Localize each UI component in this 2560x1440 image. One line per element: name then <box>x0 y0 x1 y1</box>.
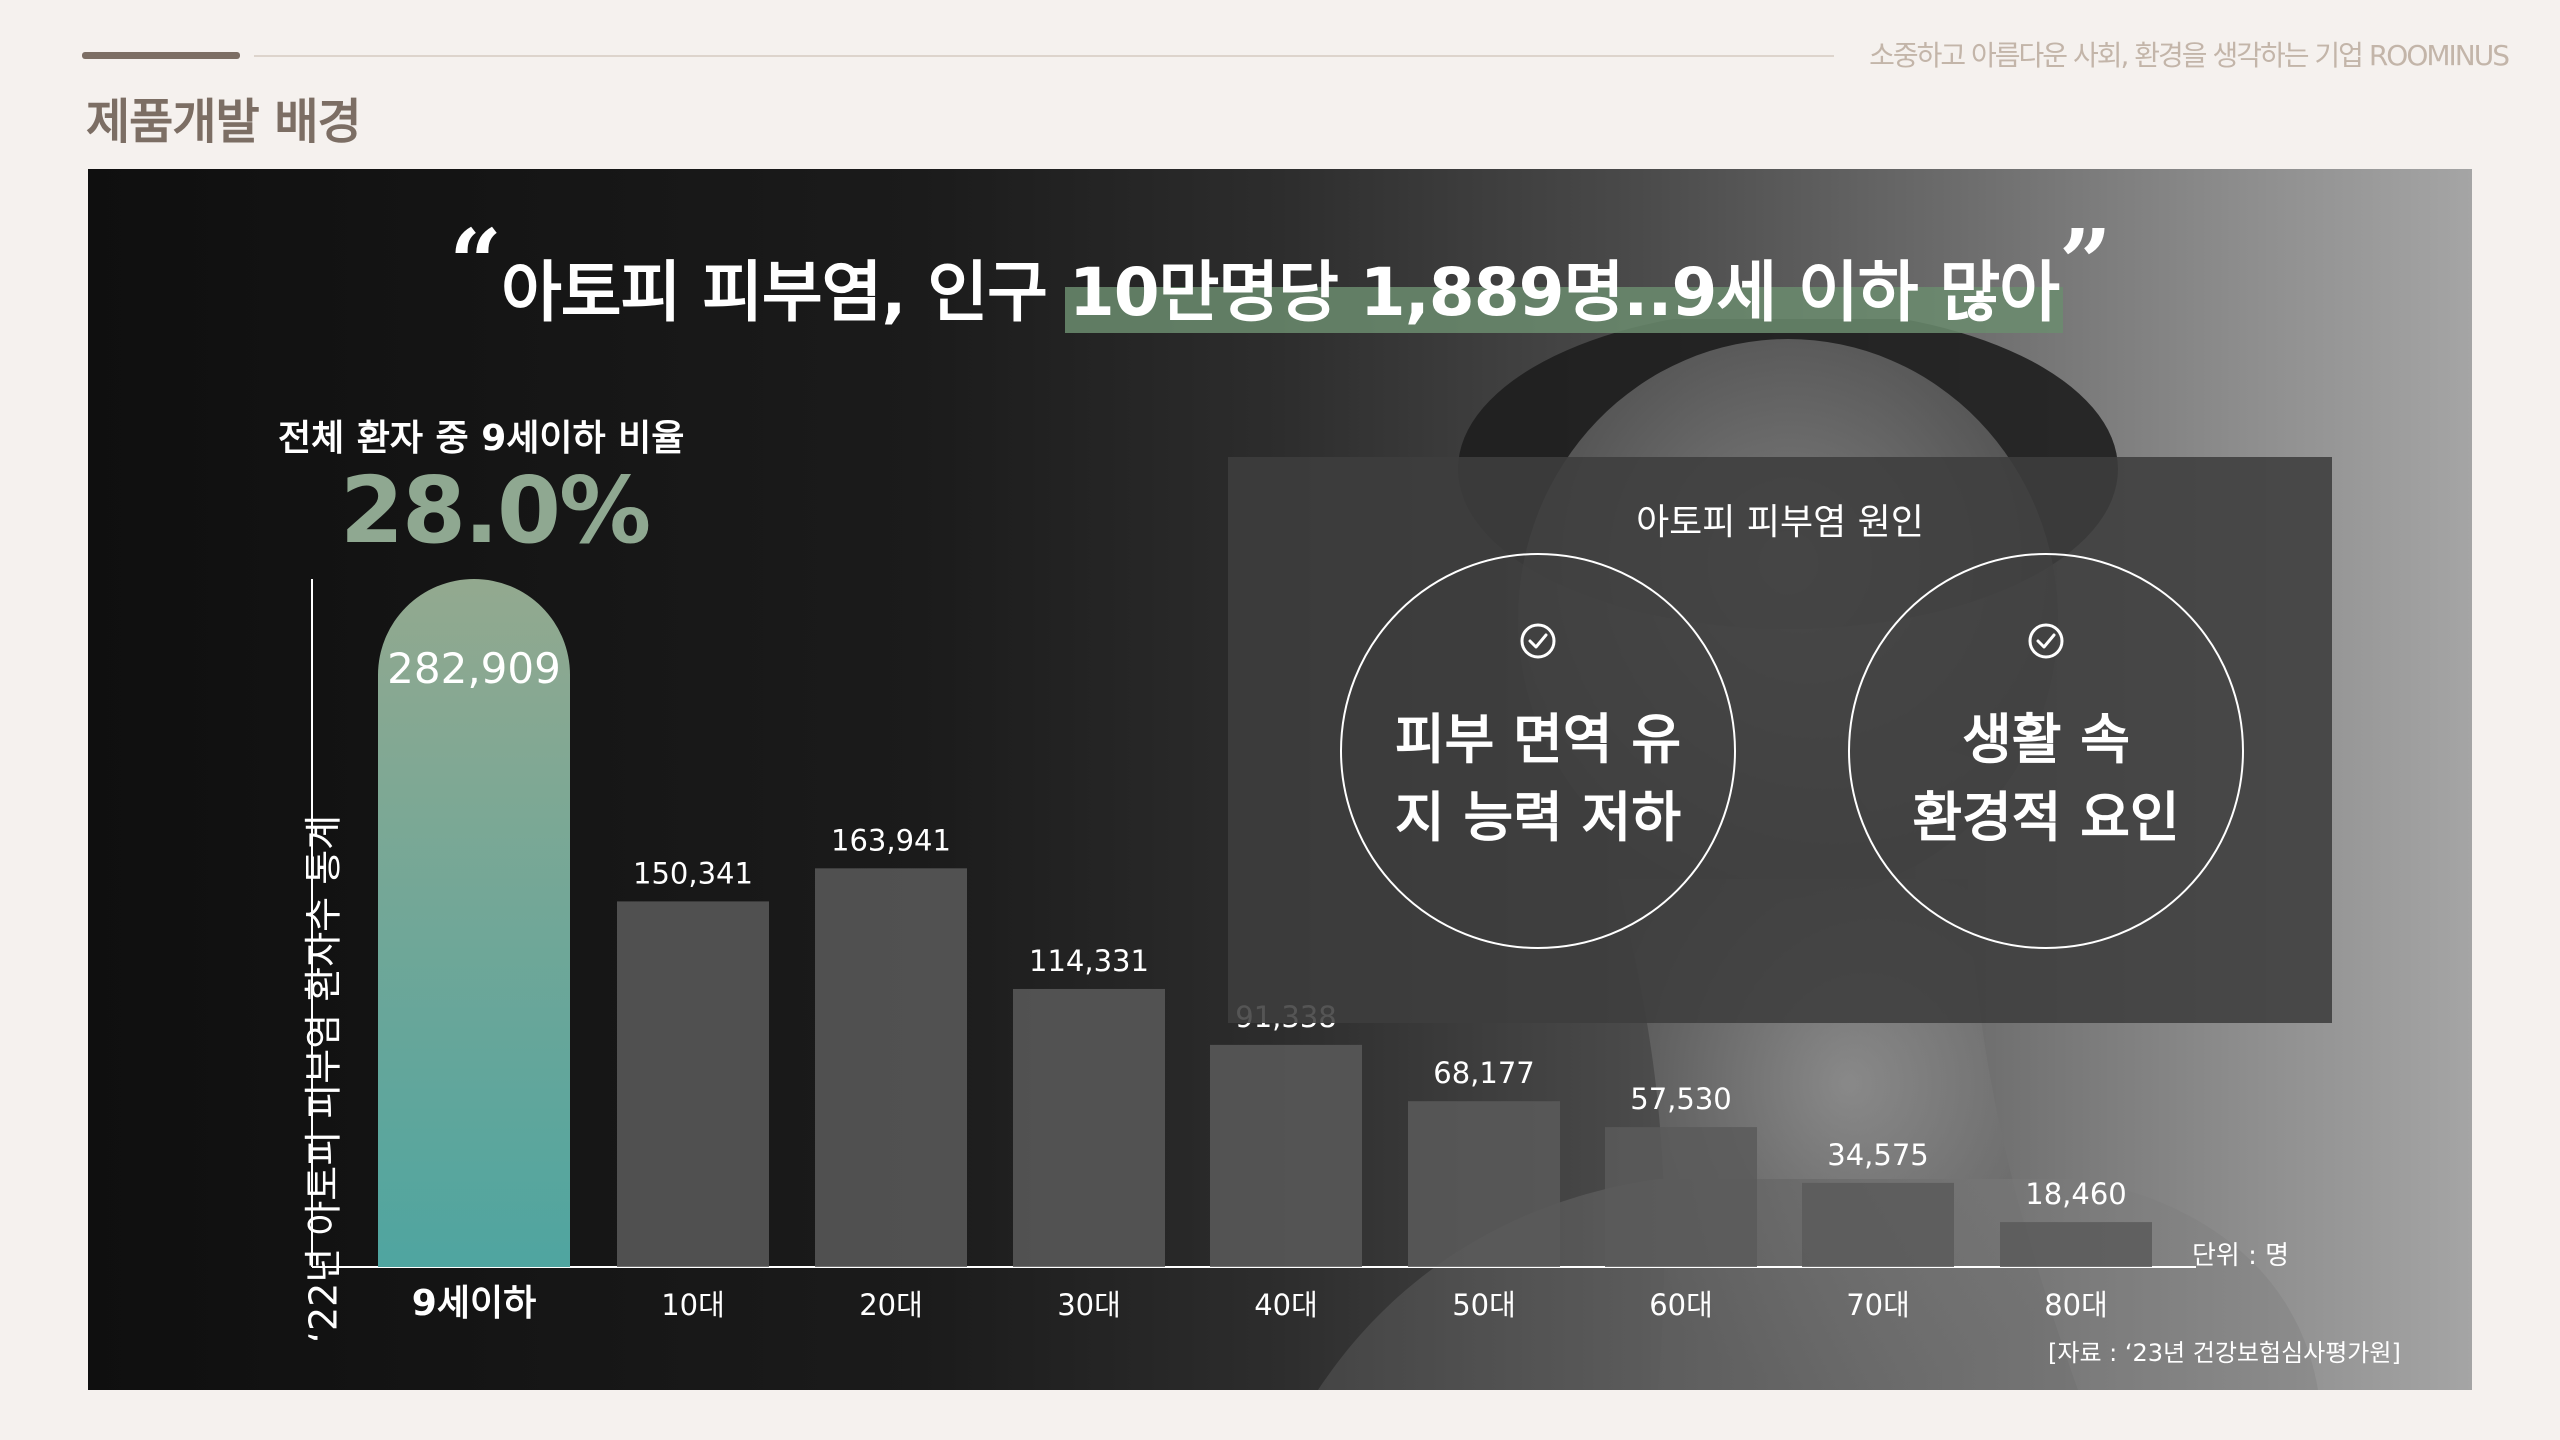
header-accent-line <box>82 52 240 59</box>
bar-10대 <box>617 901 769 1267</box>
category-label: 80대 <box>2044 1288 2108 1322</box>
bar-value-label: 34,575 <box>1827 1138 1928 1172</box>
bar-value-label: 163,941 <box>831 823 951 857</box>
bar-70대 <box>1802 1182 1954 1267</box>
headline: “아토피 피부염, 인구 10만명당 1,889명..9세 이하 많아” <box>88 209 2472 335</box>
source-label: [자료 : ‘23년 건강보험심사평가원] <box>2048 1339 2401 1367</box>
category-label: 50대 <box>1452 1288 1516 1322</box>
bar-value-label: 18,460 <box>2025 1177 2126 1211</box>
open-quote-mark: “ <box>449 209 502 317</box>
bar-30대 <box>1013 988 1165 1267</box>
bar-50대 <box>1408 1101 1560 1267</box>
category-label: 20대 <box>859 1288 923 1322</box>
cause-text: 생활 속 환경적 요인 <box>1890 701 2202 857</box>
bar-20대 <box>815 868 967 1267</box>
bar-60대 <box>1605 1127 1757 1267</box>
page-title: 제품개발 배경 <box>86 94 362 150</box>
category-label: 70대 <box>1846 1288 1910 1322</box>
category-label: 40대 <box>1254 1288 1318 1322</box>
ratio-label: 전체 환자 중 9세이하 비율 <box>278 418 685 459</box>
header-rule <box>254 55 1834 57</box>
bar-value-label: 282,909 <box>387 644 561 693</box>
bar-80대 <box>2000 1222 2152 1267</box>
bar-40대 <box>1210 1044 1362 1267</box>
headline-text: 아토피 피부염, 인구 <box>501 254 1069 331</box>
cause-text-line: 생활 속 <box>1962 708 2130 771</box>
bar-value-label: 114,331 <box>1029 944 1149 978</box>
company-tagline: 소중하고 아름다운 사회, 환경을 생각하는 기업 ROOMINUS <box>1869 39 2510 72</box>
headline-highlight: 10만명당 1,889명..9세 이하 많아 <box>1064 239 2064 335</box>
category-label: 60대 <box>1649 1288 1713 1322</box>
cause-circle-environment: 생활 속 환경적 요인 <box>1848 553 2244 949</box>
cause-title: 아토피 피부염 원인 <box>1636 502 1924 543</box>
category-label: 30대 <box>1057 1288 1121 1322</box>
content-panel: “아토피 피부염, 인구 10만명당 1,889명..9세 이하 많아” 전체 … <box>88 169 2472 1390</box>
bar-chart: 282,909 9세이하 150,341 10대 163,941 20대 114,331 30… <box>311 579 2196 1324</box>
bar-9세이하 <box>378 579 570 1267</box>
bar-value-label: 57,530 <box>1630 1082 1731 1116</box>
cause-text-line: 환경적 요인 <box>1912 786 2180 849</box>
check-circle-icon <box>2028 623 2064 659</box>
headline-highlight-text: 10만명당 1,889명..9세 이하 많아 <box>1068 254 2060 331</box>
bar-value-label: 68,177 <box>1433 1056 1534 1090</box>
check-circle-icon <box>1520 623 1556 659</box>
cause-box: 아토피 피부염 원인 피부 면역 유 지 능력 저하 생활 속 환경적 요인 <box>1228 457 2332 1023</box>
category-label: 10대 <box>661 1288 725 1322</box>
cause-text: 피부 면역 유 지 능력 저하 <box>1382 701 1694 857</box>
ratio-value: 28.0% <box>340 457 651 564</box>
unit-label: 단위 : 명 <box>2192 1241 2290 1271</box>
bar-value-label: 150,341 <box>633 856 753 890</box>
cause-text-line: 지 능력 저하 <box>1395 786 1681 849</box>
cause-text-line: 피부 면역 유 <box>1395 708 1681 771</box>
cause-circle-immunity: 피부 면역 유 지 능력 저하 <box>1340 553 1736 949</box>
category-label: 9세이하 <box>412 1283 536 1324</box>
close-quote-mark: ” <box>2058 209 2112 317</box>
